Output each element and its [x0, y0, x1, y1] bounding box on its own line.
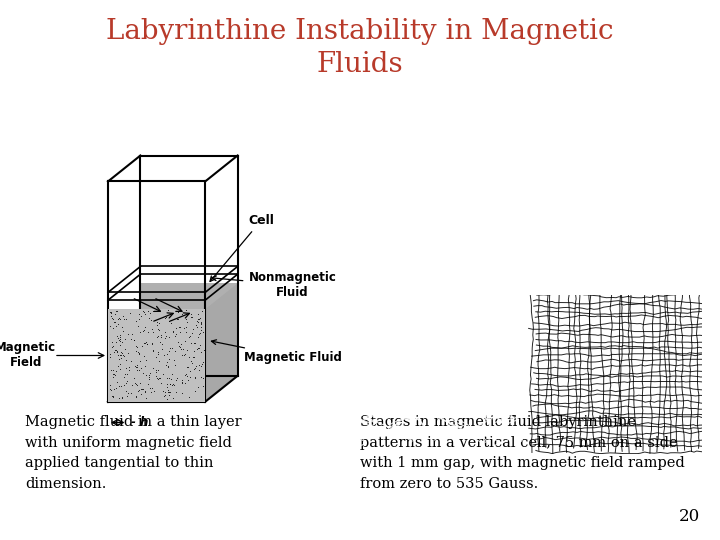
- Polygon shape: [657, 139, 663, 165]
- Polygon shape: [534, 139, 539, 156]
- Polygon shape: [680, 139, 683, 152]
- Polygon shape: [568, 139, 572, 165]
- Polygon shape: [529, 139, 535, 156]
- Text: - h: - h: [130, 416, 148, 429]
- Polygon shape: [560, 139, 564, 171]
- Text: Labyrinthine Instability in Magnetic
Fluids: Labyrinthine Instability in Magnetic Flu…: [107, 18, 613, 78]
- Polygon shape: [642, 139, 644, 152]
- Polygon shape: [675, 139, 680, 164]
- Polygon shape: [628, 139, 632, 173]
- Polygon shape: [636, 139, 641, 168]
- Text: 20: 20: [679, 508, 700, 525]
- Polygon shape: [205, 284, 238, 402]
- Text: Magnetic fluid in a thin layer
with uniform magnetic field
applied tangential to: Magnetic fluid in a thin layer with unif…: [25, 415, 242, 491]
- Text: Stages in magnetic fluid labyrinthine
patterns in a vertical cell, 75 mm on a si: Stages in magnetic fluid labyrinthine pa…: [360, 415, 685, 491]
- Polygon shape: [595, 139, 598, 152]
- Text: Magnetic
Field: Magnetic Field: [0, 341, 56, 369]
- Polygon shape: [662, 139, 667, 172]
- Polygon shape: [692, 139, 696, 165]
- Polygon shape: [538, 139, 543, 162]
- Polygon shape: [564, 139, 568, 160]
- Polygon shape: [667, 139, 670, 170]
- Text: Magnetic Fluid: Magnetic Fluid: [212, 340, 342, 364]
- Polygon shape: [573, 139, 577, 165]
- Polygon shape: [688, 139, 692, 169]
- Polygon shape: [684, 139, 688, 159]
- Polygon shape: [632, 139, 636, 170]
- Polygon shape: [556, 139, 559, 161]
- Polygon shape: [547, 139, 551, 158]
- Polygon shape: [646, 139, 649, 154]
- Polygon shape: [140, 284, 238, 376]
- Text: Nonmagnetic
Fluid: Nonmagnetic Fluid: [212, 271, 336, 299]
- Polygon shape: [590, 139, 593, 173]
- Polygon shape: [577, 139, 580, 158]
- Polygon shape: [615, 139, 620, 157]
- Polygon shape: [610, 139, 616, 166]
- Polygon shape: [672, 139, 674, 159]
- Polygon shape: [696, 139, 701, 164]
- Polygon shape: [618, 139, 624, 171]
- Polygon shape: [585, 139, 590, 155]
- Polygon shape: [607, 139, 611, 151]
- Polygon shape: [602, 139, 607, 152]
- Text: Cell: Cell: [210, 214, 274, 281]
- Polygon shape: [654, 139, 658, 170]
- Polygon shape: [649, 139, 654, 173]
- Polygon shape: [551, 139, 556, 153]
- Polygon shape: [108, 309, 205, 402]
- Polygon shape: [624, 139, 628, 151]
- Polygon shape: [543, 139, 547, 168]
- Polygon shape: [598, 139, 603, 167]
- Polygon shape: [582, 139, 585, 159]
